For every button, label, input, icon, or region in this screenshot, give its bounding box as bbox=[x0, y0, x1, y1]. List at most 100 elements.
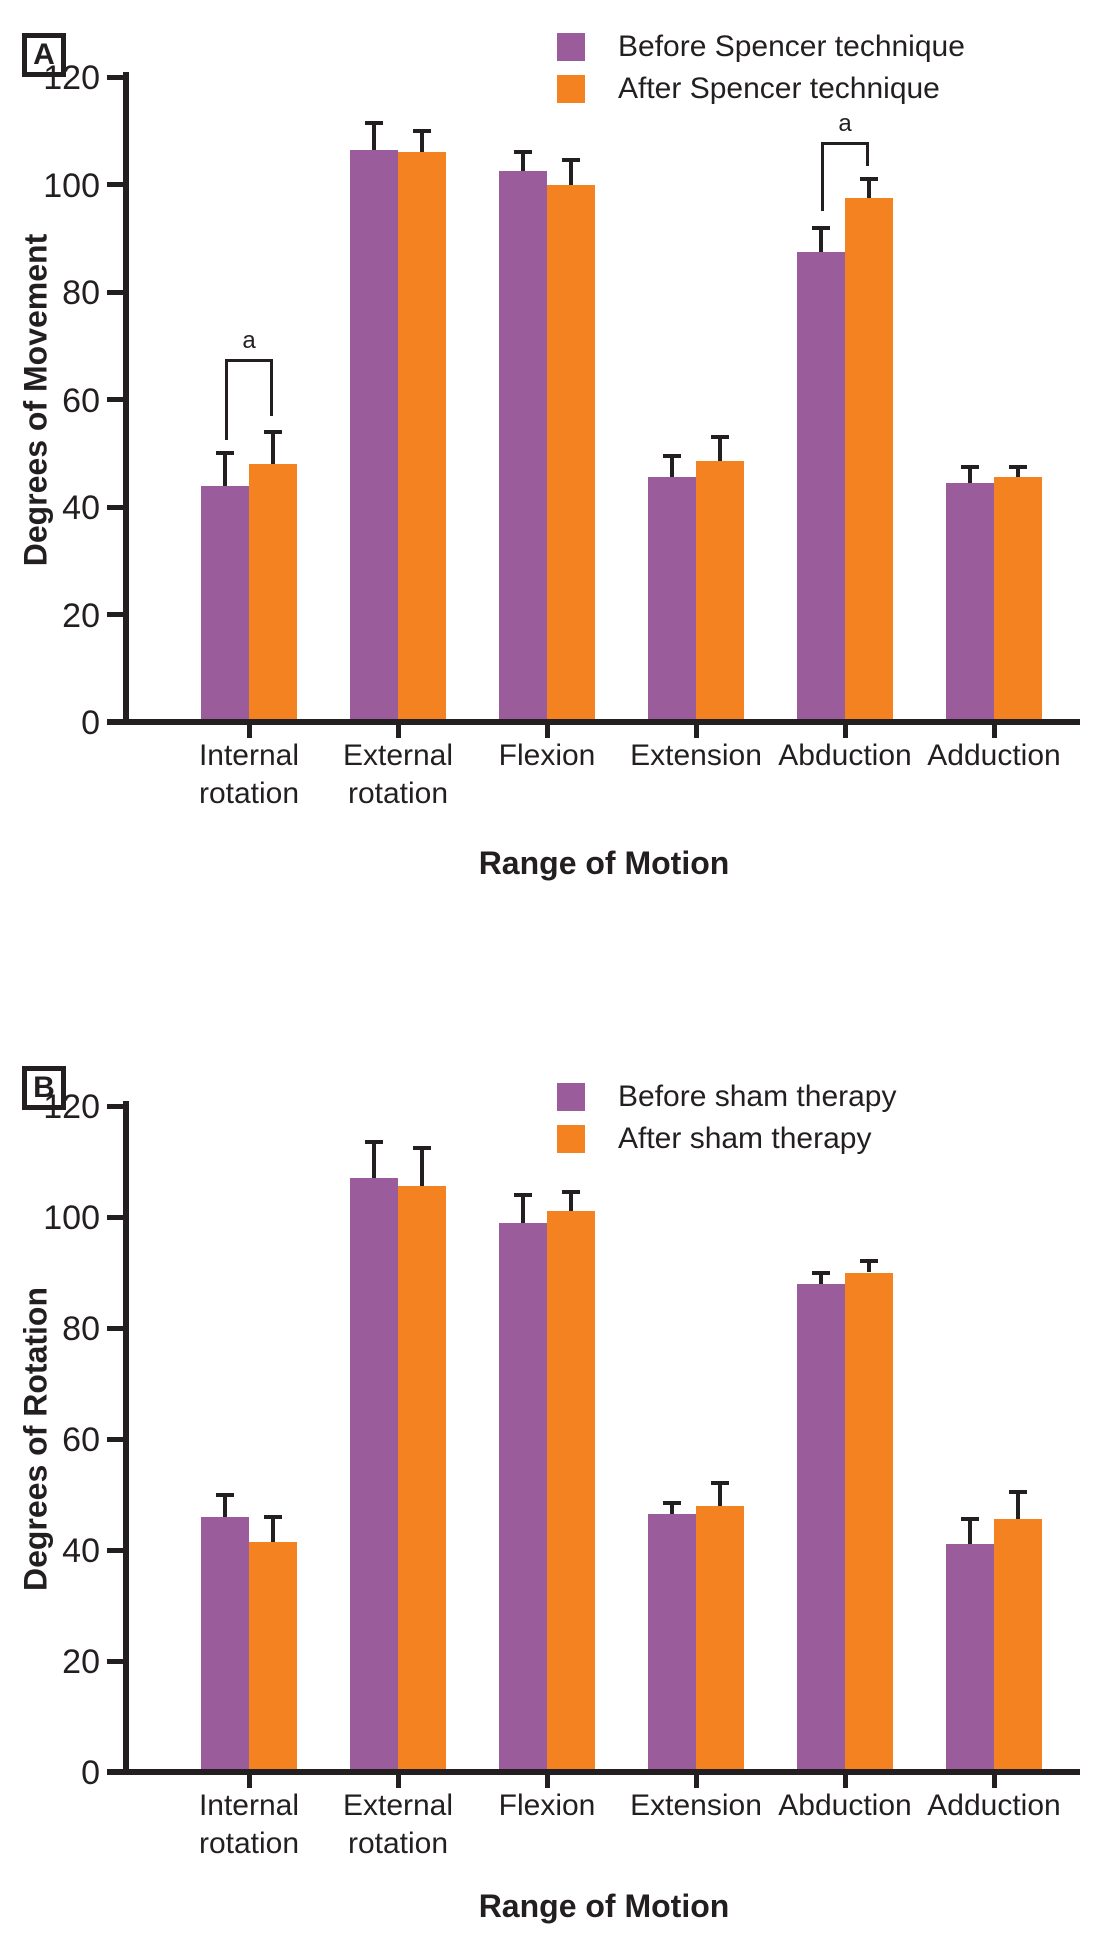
error-bar-after-extension bbox=[718, 1483, 722, 1506]
bar-before-extension bbox=[648, 1513, 696, 1769]
error-bar-after-abduction bbox=[867, 179, 871, 198]
x-tick-b bbox=[991, 1775, 997, 1788]
bar-before-flexion bbox=[499, 171, 547, 719]
category-label-adduction: Adduction bbox=[927, 1789, 1061, 1822]
y-tick-label-a: 40 bbox=[62, 489, 100, 527]
error-bar-cap-before-extension bbox=[663, 1500, 681, 1505]
legend-item-before-spencer: Before Spencer technique bbox=[557, 30, 965, 63]
error-bar-cap-before-flexion bbox=[514, 1192, 532, 1197]
sig-bracket-left-arm-internal-rotation bbox=[225, 359, 228, 440]
error-bar-cap-after-external-rotation bbox=[413, 1145, 431, 1150]
bar-after-flexion bbox=[547, 1211, 595, 1769]
bar-before-internal-rotation bbox=[201, 1516, 249, 1769]
error-bar-cap-after-extension bbox=[711, 1481, 729, 1486]
y-tick-label-b: 80 bbox=[62, 1310, 100, 1348]
y-tick-b bbox=[107, 1436, 125, 1442]
category-label-extension: Extension bbox=[630, 1789, 762, 1822]
error-bar-before-flexion bbox=[521, 152, 525, 172]
category-label-extension: Extension bbox=[630, 739, 762, 772]
y-tick-b bbox=[107, 1103, 125, 1109]
error-bar-after-external-rotation bbox=[420, 130, 424, 153]
y-tick-label-b: 120 bbox=[43, 1088, 100, 1126]
error-bar-cap-before-internal-rotation bbox=[216, 451, 234, 456]
error-bar-before-flexion bbox=[521, 1194, 525, 1223]
bar-before-extension bbox=[648, 477, 696, 719]
error-bar-before-adduction bbox=[968, 466, 972, 483]
bar-after-extension bbox=[696, 1505, 744, 1769]
error-bar-after-flexion bbox=[569, 1192, 573, 1212]
category-label-internal-rotation: Internal rotation bbox=[198, 739, 300, 810]
y-tick-label-b: 40 bbox=[62, 1532, 100, 1570]
error-bar-cap-after-adduction bbox=[1009, 1489, 1027, 1494]
error-bar-cap-before-adduction bbox=[961, 1517, 979, 1522]
panel-a-letter: A bbox=[33, 38, 55, 71]
bar-after-abduction bbox=[845, 1272, 893, 1769]
x-tick-b bbox=[842, 1775, 848, 1788]
legend-label: After Spencer technique bbox=[618, 72, 940, 105]
legend-label: After sham therapy bbox=[618, 1122, 872, 1155]
y-tick-b bbox=[107, 1658, 125, 1664]
legend-swatch-before-icon bbox=[557, 1083, 585, 1111]
sig-bracket-top-internal-rotation bbox=[225, 359, 273, 363]
error-bar-after-adduction bbox=[1016, 466, 1020, 478]
y-tick-b bbox=[107, 1214, 125, 1220]
x-tick-b bbox=[544, 1775, 550, 1788]
category-label-flexion: Flexion bbox=[498, 1789, 596, 1822]
error-bar-cap-before-external-rotation bbox=[365, 1140, 383, 1145]
error-bar-cap-before-adduction bbox=[961, 464, 979, 469]
category-label-abduction: Abduction bbox=[778, 1789, 912, 1822]
x-tick-a bbox=[395, 725, 401, 738]
legend-label: Before Spencer technique bbox=[618, 30, 965, 63]
bar-after-external-rotation bbox=[398, 1186, 446, 1769]
panel-b-badge: B bbox=[22, 1066, 66, 1110]
error-bar-after-extension bbox=[718, 437, 722, 462]
y-tick-a bbox=[107, 182, 125, 187]
error-bar-cap-after-abduction bbox=[860, 177, 878, 182]
error-bar-before-adduction bbox=[968, 1519, 972, 1545]
legend-swatch-after-icon bbox=[557, 1125, 585, 1153]
y-tick-a bbox=[107, 397, 125, 402]
x-tick-b bbox=[395, 1775, 401, 1788]
bar-after-flexion bbox=[547, 184, 595, 719]
error-bar-cap-before-abduction bbox=[812, 225, 830, 230]
error-bar-after-abduction bbox=[867, 1261, 871, 1273]
x-tick-a bbox=[693, 725, 699, 738]
error-bar-before-internal-rotation bbox=[223, 453, 227, 486]
bar-after-extension bbox=[696, 461, 744, 719]
error-bar-before-extension bbox=[670, 455, 674, 478]
sig-label-internal-rotation: a bbox=[242, 327, 256, 355]
bar-after-adduction bbox=[994, 477, 1042, 719]
bar-before-flexion bbox=[499, 1222, 547, 1769]
error-bar-cap-after-flexion bbox=[562, 158, 580, 163]
y-tick-a bbox=[107, 289, 125, 295]
error-bar-cap-before-extension bbox=[663, 453, 681, 458]
panel-a-legend: Before Spencer technique After Spencer t… bbox=[557, 30, 965, 105]
category-label-internal-rotation: Internal rotation bbox=[198, 1789, 300, 1860]
y-tick-b bbox=[107, 1325, 125, 1331]
category-label-abduction: Abduction bbox=[778, 739, 912, 772]
bar-before-abduction bbox=[797, 1283, 845, 1769]
error-bar-after-internal-rotation bbox=[271, 1516, 275, 1542]
error-bar-cap-after-flexion bbox=[562, 1190, 580, 1195]
x-axis-b bbox=[107, 1769, 1080, 1775]
y-tick-label-b: 100 bbox=[43, 1199, 100, 1237]
bar-after-internal-rotation bbox=[249, 464, 297, 719]
legend-swatch-before-icon bbox=[557, 33, 585, 61]
x-axis-a bbox=[107, 719, 1080, 725]
legend-swatch-after-icon bbox=[557, 75, 585, 103]
y-tick-a bbox=[107, 74, 125, 80]
sig-bracket-right-arm-abduction bbox=[866, 141, 869, 166]
error-bar-before-external-rotation bbox=[372, 1142, 376, 1179]
legend-item-before-sham: Before sham therapy bbox=[557, 1080, 896, 1113]
bar-before-adduction bbox=[946, 482, 994, 719]
legend-item-after-sham: After sham therapy bbox=[557, 1122, 896, 1155]
y-tick-label-a: 0 bbox=[81, 704, 100, 742]
category-label-flexion: Flexion bbox=[498, 739, 596, 772]
category-label-external-rotation: External rotation bbox=[342, 1789, 454, 1860]
error-bar-cap-after-extension bbox=[711, 435, 729, 440]
bar-before-abduction bbox=[797, 251, 845, 719]
y-tick-label-a: 60 bbox=[62, 381, 100, 420]
y-tick-label-b: 20 bbox=[62, 1643, 100, 1681]
category-label-adduction: Adduction bbox=[927, 739, 1061, 772]
error-bar-after-adduction bbox=[1016, 1491, 1020, 1520]
